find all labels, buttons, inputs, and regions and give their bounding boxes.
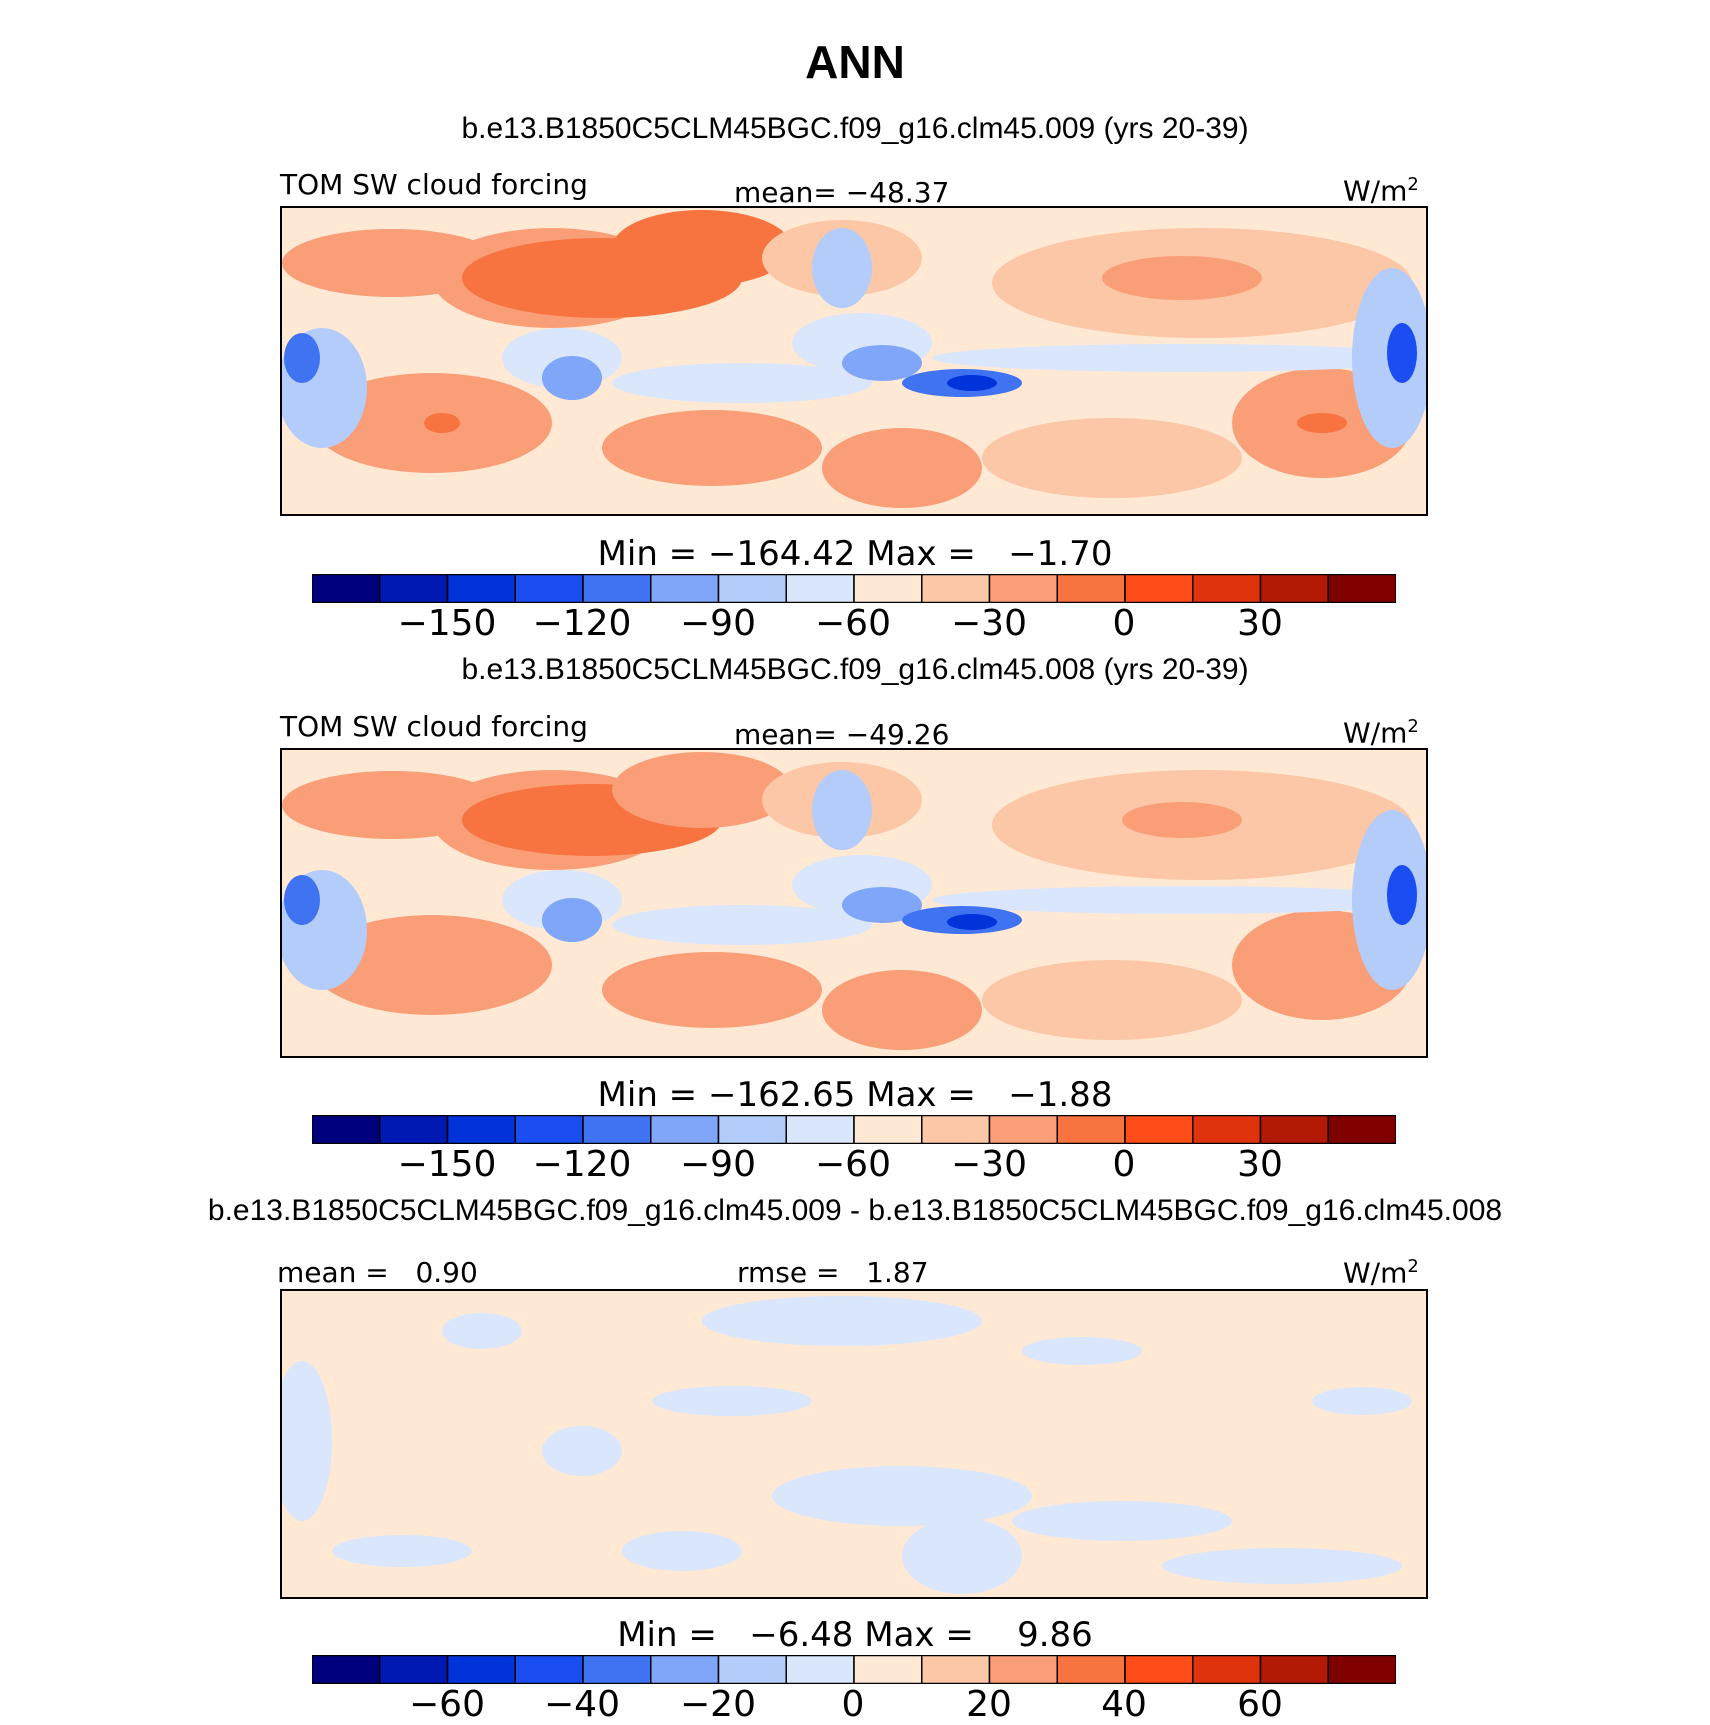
panel-1-tick-6: 0 [1112,603,1136,644]
panel-2-tick-4: −60 [815,1144,891,1185]
colorbar-cell [514,1655,584,1684]
panel-1-map [280,206,1428,516]
colorbar-cell [379,1115,449,1144]
panel-2-colorbar-ticks: −150 −120 −90 −60 −30 0 30 [312,1145,1396,1185]
colorbar-cell [379,1655,449,1684]
colorbar-cell [785,574,855,603]
panel-1-case-title: b.e13.B1850C5CLM45BGC.f09_g16.clm45.009 … [461,112,1249,145]
panel-3-tick-4: 0 [841,1684,865,1725]
panel-3-rmse-label: rmse = 1.87 [737,1256,929,1289]
panel-2-min-max: Min = −162.65 Max = −1.88 [597,1075,1113,1115]
panel-1-variable-label: TOM SW cloud forcing [280,168,588,201]
colorbar-cell [1124,1115,1194,1144]
colorbar-cell [785,1655,855,1684]
panel-2-map [280,748,1428,1058]
colorbar-cell [582,1655,652,1684]
colorbar-cell [1192,574,1262,603]
panel-3-colorbar [312,1655,1396,1684]
panel-1-tick-2: −120 [532,603,632,644]
panel-2-tick-3: −90 [680,1144,756,1185]
panel-3-tick-2: −40 [544,1684,620,1725]
colorbar-cell [514,1115,584,1144]
colorbar-cell [921,574,991,603]
figure-title: ANN [805,36,905,88]
colorbar-cell [853,1655,923,1684]
panel-2-variable-label: TOM SW cloud forcing [280,710,588,743]
colorbar-cell [650,1115,720,1144]
colorbar-cell [921,1655,991,1684]
colorbar-cell [1124,1655,1194,1684]
panel-3-units: W/m2 [1343,1256,1419,1290]
colorbar-cell [1056,1115,1126,1144]
panel-2-tick-5: −30 [951,1144,1027,1185]
colorbar-cell [582,574,652,603]
colorbar-cell [853,1115,923,1144]
panel-1-colorbar-ticks: −150 −120 −90 −60 −30 0 30 [312,604,1396,644]
colorbar-cell [853,574,923,603]
panel-1-tick-3: −90 [680,603,756,644]
panel-1-colorbar [312,574,1396,603]
panel-1-tick-4: −60 [815,603,891,644]
panel-1-units: W/m2 [1343,174,1419,208]
colorbar-cell [1259,1655,1329,1684]
panel-3-min-max: Min = −6.48 Max = 9.86 [617,1615,1093,1655]
colorbar-cell [312,1655,381,1684]
colorbar-cell [717,1115,787,1144]
panel-2-tick-6: 0 [1112,1144,1136,1185]
colorbar-cell [1259,574,1329,603]
panel-3-tick-5: 20 [966,1684,1012,1725]
panel-1-tick-5: −30 [951,603,1027,644]
colorbar-cell [312,1115,381,1144]
panel-3-tick-7: 60 [1237,1684,1283,1725]
panel-1-tick-7: 30 [1237,603,1283,644]
colorbar-cell [717,1655,787,1684]
colorbar-cell [582,1115,652,1144]
colorbar-cell [446,1655,516,1684]
panel-2-tick-1: −150 [397,1144,497,1185]
panel-3-mean-label: mean = 0.90 [277,1256,478,1289]
panel-1-tick-1: −150 [397,603,497,644]
panel-2-tick-2: −120 [532,1144,632,1185]
colorbar-cell [1056,574,1126,603]
colorbar-cell [921,1115,991,1144]
panel-2-colorbar [312,1115,1396,1144]
panel-1-min-max: Min = −164.42 Max = −1.70 [597,534,1113,574]
panel-3-colorbar-ticks: −60 −40 −20 0 20 40 60 [312,1685,1396,1725]
panel-3-tick-6: 40 [1101,1684,1147,1725]
colorbar-cell [514,574,584,603]
colorbar-cell [717,574,787,603]
panel-3-map [280,1289,1428,1599]
colorbar-cell [650,1655,720,1684]
colorbar-cell [1327,1655,1396,1684]
colorbar-cell [988,574,1058,603]
panel-3-tick-1: −60 [409,1684,485,1725]
colorbar-cell [1056,1655,1126,1684]
panel-2-tick-7: 30 [1237,1144,1283,1185]
panel-1-mean-label: mean= −48.37 [734,176,950,209]
colorbar-cell [1259,1115,1329,1144]
panel-2-units: W/m2 [1343,716,1419,750]
colorbar-cell [988,1115,1058,1144]
colorbar-cell [1192,1655,1262,1684]
colorbar-cell [379,574,449,603]
colorbar-cell [1192,1115,1262,1144]
colorbar-cell [988,1655,1058,1684]
colorbar-cell [1124,574,1194,603]
panel-3-case-title: b.e13.B1850C5CLM45BGC.f09_g16.clm45.009 … [207,1194,1503,1227]
colorbar-cell [312,574,381,603]
panel-2-case-title: b.e13.B1850C5CLM45BGC.f09_g16.clm45.008 … [461,653,1249,686]
colorbar-cell [446,1115,516,1144]
panel-2-mean-label: mean= −49.26 [734,718,950,751]
colorbar-cell [1327,1115,1396,1144]
colorbar-cell [1327,574,1396,603]
panel-3-tick-3: −20 [680,1684,756,1725]
colorbar-cell [650,574,720,603]
colorbar-cell [446,574,516,603]
colorbar-cell [785,1115,855,1144]
